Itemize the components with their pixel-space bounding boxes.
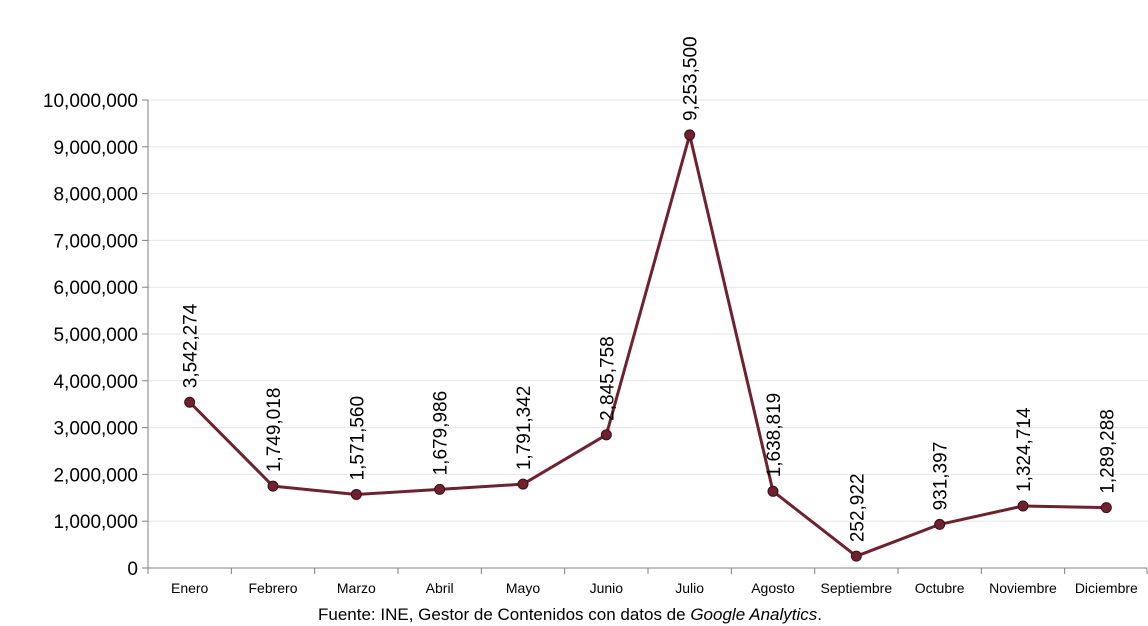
data-label: 1,679,986 [431,391,452,476]
y-tick-label: 3,000,000 [53,419,138,440]
x-tick-label: Mayo [506,580,540,596]
source-prefix: Fuente: INE, Gestor de Contenidos con da… [318,605,690,624]
data-point [850,550,862,562]
data-point [1100,502,1112,514]
data-label: 252,922 [847,473,868,542]
source-suffix: . [817,605,822,624]
data-point [517,478,529,490]
x-axis: Enero Febrero Marzo Abril Mayo Junio Julio Agos… [147,100,1148,596]
x-tick-label: Febrero [248,580,297,596]
data-point [1017,500,1029,512]
source-italic: Google Analytics [690,605,817,624]
y-tick-label: 1,000,000 [53,512,138,533]
data-label: 3,542,274 [181,303,202,388]
y-tick-label: 4,000,000 [53,372,138,393]
data-label: 1,324,714 [1014,407,1035,492]
y-tick-label: 9,000,000 [53,138,138,159]
x-tick-label: Marzo [337,580,376,596]
data-point [184,396,196,408]
data-point [434,483,446,495]
data-label: 1,571,560 [347,396,368,481]
data-label: 1,791,342 [514,386,535,471]
x-tick-label: Junio [590,580,624,596]
x-tick-label: Diciembre [1075,580,1138,596]
source-note: Fuente: INE, Gestor de Contenidos con da… [318,605,822,624]
data-label: 9,253,500 [681,36,702,121]
data-label: 1,749,018 [264,388,285,473]
gridlines [148,99,1148,522]
x-tick-label: Octubre [915,580,965,596]
data-point [934,518,946,530]
y-tick-label: 0 [127,559,138,580]
x-tick-label: Enero [171,580,209,596]
series-polyline [188,133,1107,558]
data-label: 931,397 [931,442,952,511]
y-tick-label: 7,000,000 [53,231,138,252]
x-tick-label: Noviembre [989,580,1057,596]
data-labels: 3,542,274 1,749,018 1,571,560 1,679,986 1,79… [181,36,1119,542]
data-point [267,480,279,492]
x-tick-label: Septiembre [821,580,893,596]
data-point [684,129,696,141]
x-tick-label: Agosto [751,580,795,596]
y-tick-label: 6,000,000 [53,278,138,299]
y-tick-label: 8,000,000 [53,185,138,206]
x-tick-label: Abril [426,580,454,596]
data-point [350,488,362,500]
data-point [600,429,612,441]
x-tick-label: Julio [675,580,704,596]
y-axis-ticks: 0 1,000,000 2,000,000 3,000,000 4,000,000 5,0… [43,91,148,580]
data-point [767,485,779,497]
data-label: 2,845,758 [597,336,618,421]
data-label: 1,289,288 [1097,409,1118,494]
series-line [184,129,1112,562]
data-label: 1,638,819 [764,393,785,478]
y-tick-label: 2,000,000 [53,465,138,486]
y-tick-label: 10,000,000 [43,91,138,112]
y-tick-label: 5,000,000 [53,325,138,346]
